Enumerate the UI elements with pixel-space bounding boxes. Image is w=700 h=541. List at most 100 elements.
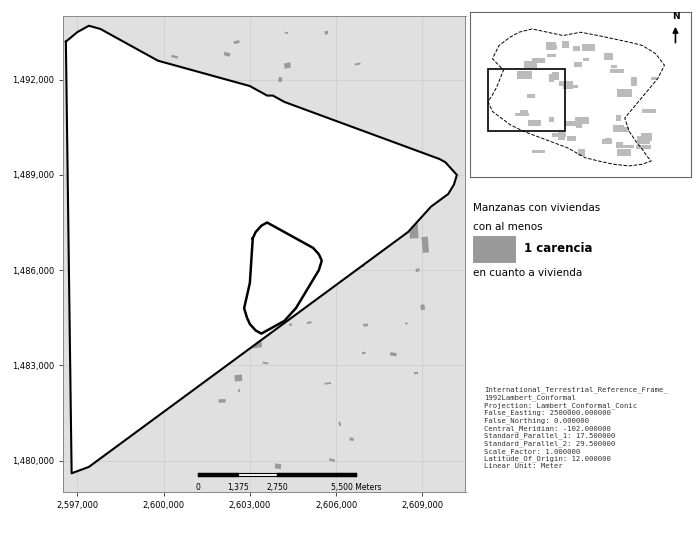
Bar — [206, 295, 214, 302]
Bar — [220, 311, 228, 318]
Bar — [278, 77, 282, 82]
Bar — [342, 234, 348, 256]
Bar — [89, 107, 93, 109]
Bar — [363, 324, 368, 326]
Bar — [198, 264, 204, 270]
Bar — [528, 121, 541, 126]
Text: 5,500 Meters: 5,500 Meters — [331, 483, 382, 492]
Bar — [78, 186, 88, 196]
Bar — [107, 45, 110, 50]
Bar — [488, 69, 565, 131]
Bar — [611, 65, 617, 68]
Bar — [76, 295, 85, 302]
Bar — [210, 294, 213, 297]
Bar — [152, 321, 158, 327]
Bar — [405, 322, 407, 325]
Bar — [616, 142, 623, 148]
Bar — [172, 55, 178, 58]
Bar — [574, 62, 582, 65]
Bar — [642, 109, 657, 113]
Text: 2,750: 2,750 — [266, 483, 288, 492]
Bar — [617, 89, 632, 97]
Bar — [273, 100, 279, 106]
Bar — [421, 236, 429, 253]
Bar — [218, 399, 225, 403]
Bar — [284, 62, 291, 69]
Bar — [412, 183, 419, 185]
Bar — [651, 77, 657, 80]
Bar — [238, 389, 240, 392]
Bar — [234, 40, 239, 44]
Bar — [76, 231, 85, 240]
Bar — [349, 437, 354, 441]
Text: International_Terrestrial_Reference_Frame_
1992Lambert_Conformal
Projection: Lam: International_Terrestrial_Reference_Fram… — [484, 387, 668, 469]
Bar — [274, 272, 276, 277]
Bar — [206, 248, 214, 254]
Bar — [532, 150, 545, 153]
Bar — [362, 352, 365, 354]
Bar — [76, 161, 85, 169]
Bar — [134, 232, 142, 239]
Bar — [111, 156, 118, 162]
Bar — [546, 42, 556, 50]
Bar — [546, 45, 557, 49]
Bar — [144, 245, 149, 250]
Bar — [143, 276, 150, 283]
Bar — [73, 269, 82, 278]
Bar — [631, 77, 636, 85]
Polygon shape — [488, 29, 664, 166]
Bar — [577, 121, 582, 128]
Bar — [602, 138, 612, 143]
Bar — [610, 69, 624, 72]
Bar — [234, 374, 242, 381]
Bar — [582, 44, 595, 51]
Bar — [188, 231, 197, 239]
Bar — [87, 281, 93, 285]
Bar — [177, 349, 184, 356]
Bar — [574, 62, 582, 67]
Bar — [526, 94, 535, 98]
Bar — [115, 410, 122, 413]
Bar — [603, 53, 613, 60]
Bar — [244, 146, 248, 150]
Bar — [274, 463, 281, 469]
Bar — [78, 362, 80, 367]
Bar — [132, 268, 138, 273]
Bar — [564, 121, 577, 127]
Bar — [621, 127, 629, 132]
Bar — [276, 220, 284, 225]
Bar — [284, 31, 288, 34]
Bar — [552, 72, 559, 80]
Bar — [172, 93, 178, 98]
Bar — [224, 52, 230, 57]
Bar — [351, 241, 356, 261]
Bar — [240, 124, 244, 129]
Bar — [262, 361, 268, 365]
Bar — [73, 203, 82, 210]
Bar — [82, 282, 90, 289]
Bar — [606, 138, 611, 141]
Bar — [325, 219, 330, 245]
Bar — [122, 388, 127, 394]
Bar — [89, 96, 95, 102]
Bar — [149, 74, 155, 79]
Bar — [83, 147, 89, 152]
Bar — [150, 241, 155, 245]
Bar — [404, 153, 412, 165]
Bar — [517, 71, 532, 78]
Bar — [209, 358, 213, 361]
Polygon shape — [244, 222, 322, 334]
Bar — [152, 286, 158, 292]
Bar — [415, 268, 420, 272]
Text: Manzanas con viviendas: Manzanas con viviendas — [473, 203, 600, 213]
Bar — [583, 58, 589, 61]
Bar — [355, 63, 360, 65]
Bar — [164, 157, 166, 160]
Bar — [164, 81, 169, 85]
Bar — [128, 194, 136, 201]
Bar — [127, 90, 132, 95]
Text: 1,375: 1,375 — [227, 483, 248, 492]
Bar — [562, 41, 569, 48]
Bar — [82, 219, 90, 226]
Bar — [547, 54, 556, 57]
